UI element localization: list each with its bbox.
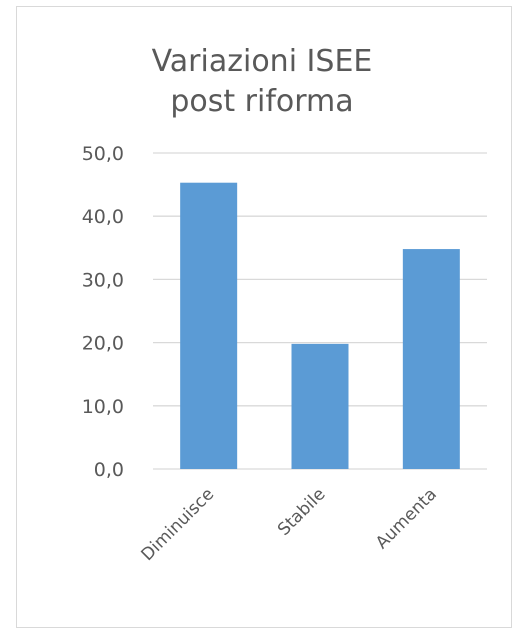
y-tick-label: 50,0 bbox=[82, 143, 124, 165]
y-tick-label: 0,0 bbox=[94, 459, 124, 481]
chart-title-line-1: Variazioni ISEE bbox=[151, 44, 373, 79]
y-tick-label: 30,0 bbox=[82, 269, 124, 291]
x-category-label: Stabile bbox=[274, 484, 330, 540]
x-category-label: Aumenta bbox=[372, 484, 441, 553]
y-tick-label: 10,0 bbox=[82, 396, 124, 418]
y-tick-label: 20,0 bbox=[82, 333, 124, 355]
chart-title-line-2: post riforma bbox=[170, 84, 354, 119]
chart-title: Variazioni ISEE post riforma bbox=[0, 42, 524, 122]
bar bbox=[291, 343, 349, 469]
bar bbox=[402, 249, 460, 469]
x-category-label: Diminuisce bbox=[138, 484, 219, 565]
bar bbox=[180, 182, 238, 470]
y-tick-label: 40,0 bbox=[82, 206, 124, 228]
